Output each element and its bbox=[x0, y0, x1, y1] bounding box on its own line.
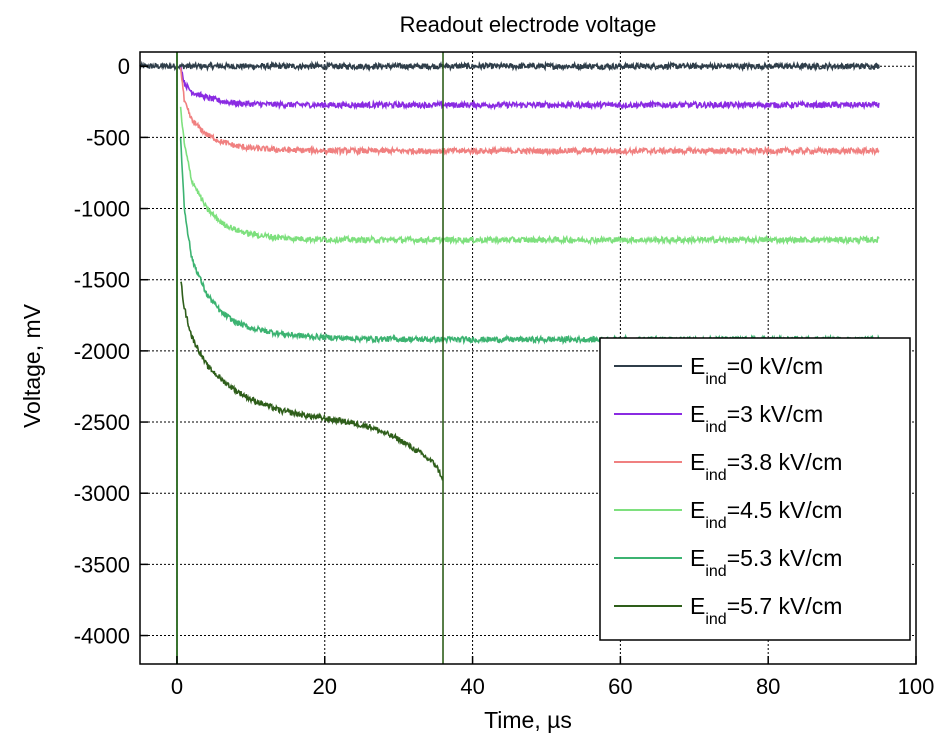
legend-label: Eind=4.5 kV/cm bbox=[690, 497, 842, 532]
y-tick-label: -4000 bbox=[74, 624, 130, 649]
x-tick-label: 20 bbox=[313, 674, 337, 699]
x-tick-labels: 0 20 40 60 80 100 bbox=[171, 674, 935, 699]
legend-box bbox=[599, 337, 911, 641]
y-tick-label: 0 bbox=[118, 54, 130, 79]
x-tick-label: 0 bbox=[171, 674, 183, 699]
x-tick-label: 40 bbox=[460, 674, 484, 699]
x-tick-label: 80 bbox=[756, 674, 780, 699]
legend: Eind=0 kV/cm Eind=3 kV/cm Eind=3.8 kV/cm Ei… bbox=[599, 337, 911, 641]
legend-label: Eind=3.8 kV/cm bbox=[690, 449, 842, 484]
series-line bbox=[179, 66, 880, 111]
series-line bbox=[179, 67, 880, 157]
y-tick-label: -500 bbox=[86, 125, 130, 150]
y-tick-label: -3500 bbox=[74, 552, 130, 577]
legend-label: Eind=0 kV/cm bbox=[690, 353, 823, 388]
x-tick-label: 60 bbox=[608, 674, 632, 699]
series-line bbox=[139, 60, 880, 73]
x-tick-label: 100 bbox=[898, 674, 935, 699]
y-tick-label: -1500 bbox=[74, 268, 130, 293]
chart-title: Readout electrode voltage bbox=[400, 12, 657, 37]
y-axis-title: Voltage, mV bbox=[19, 303, 45, 428]
plot-frame bbox=[139, 51, 917, 665]
legend-label: Eind=5.3 kV/cm bbox=[690, 545, 842, 580]
y-tick-label: -2500 bbox=[74, 410, 130, 435]
x-axis-title: Time, µs bbox=[484, 707, 572, 733]
series-line bbox=[176, 52, 444, 664]
series-layer bbox=[139, 52, 880, 664]
y-tick-label: -3000 bbox=[74, 481, 130, 506]
y-tick-label: -1000 bbox=[74, 197, 130, 222]
y-tick-label: -2000 bbox=[74, 339, 130, 364]
legend-label: Eind=3 kV/cm bbox=[690, 401, 823, 436]
legend-label: Eind=5.7 kV/cm bbox=[690, 593, 842, 628]
y-tick-labels: 0 -500 -1000 -1500 -2000 -2500 -3000 -3500 -4000 bbox=[74, 54, 130, 648]
axes-layer bbox=[139, 51, 917, 665]
